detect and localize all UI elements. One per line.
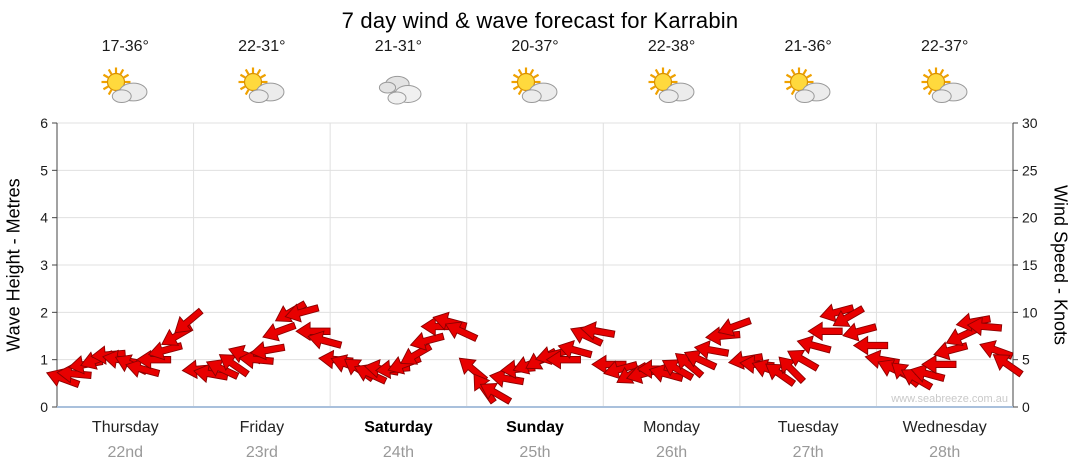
wind-arrow	[832, 305, 865, 327]
day-name: Monday	[643, 419, 701, 436]
day-date: 25th	[519, 444, 551, 461]
svg-text:15: 15	[1022, 257, 1038, 273]
day-date: 23rd	[245, 444, 278, 461]
sun-cloud-icon	[917, 66, 973, 114]
wind-arrow	[284, 303, 320, 323]
day-date: 26th	[655, 444, 688, 461]
wind-arrow	[778, 356, 807, 385]
wind-arrow	[591, 354, 627, 375]
day-date: 28th	[929, 444, 961, 461]
wind-arrow	[661, 359, 695, 381]
wind-arrow	[545, 349, 581, 370]
wind-arrow	[205, 359, 240, 380]
day-name: Sunday	[506, 419, 564, 436]
wind-arrow	[693, 340, 730, 360]
wind-arrow	[921, 354, 957, 375]
wind-arrow	[900, 368, 934, 391]
sun-cloud-icon	[234, 66, 290, 114]
day-temp: 20-37°	[511, 38, 559, 55]
day-temp: 21-31°	[374, 38, 423, 55]
day-name: Tuesday	[777, 419, 839, 436]
wind-arrow	[674, 352, 705, 379]
sun-cloud-icon	[97, 66, 153, 114]
wind-arrow	[842, 322, 878, 342]
svg-text:4: 4	[40, 210, 48, 226]
wind-arrow	[249, 340, 286, 361]
day-temp: 17-36°	[101, 38, 149, 55]
wind-arrow	[444, 321, 479, 342]
sun-cloud-icon	[644, 66, 700, 114]
svg-text:3: 3	[40, 257, 48, 273]
wind-arrow	[307, 330, 343, 350]
svg-text:2: 2	[40, 304, 48, 320]
wind-arrow	[705, 326, 741, 347]
svg-text:1: 1	[40, 352, 48, 368]
day-date: 27th	[792, 444, 824, 461]
wind-arrow	[45, 368, 81, 388]
sun-cloud-icon	[780, 66, 836, 114]
wind-arrow	[570, 326, 604, 347]
svg-text:0: 0	[1022, 399, 1030, 415]
sun-cloud-icon	[507, 66, 563, 114]
day-temp: 22-31°	[238, 38, 286, 55]
svg-text:0: 0	[40, 399, 48, 415]
cloudy-icon	[370, 66, 426, 114]
wind-arrow	[218, 354, 250, 378]
wind-arrow	[992, 354, 1024, 378]
wind-arrow	[56, 363, 92, 384]
wind-arrow	[603, 360, 639, 380]
wind-arrow	[796, 335, 832, 355]
day-temp: 21-36°	[784, 38, 832, 55]
svg-text:6: 6	[40, 115, 48, 131]
svg-text:5: 5	[40, 162, 48, 178]
wind-arrow	[479, 383, 513, 405]
wind-arrow	[966, 316, 1003, 337]
wind-arrow	[852, 335, 889, 356]
chart-title: 7 day wind & wave forecast for Karrabin	[341, 8, 739, 33]
day-name: Wednesday	[902, 419, 987, 436]
wind-arrow	[807, 321, 843, 342]
svg-text:25: 25	[1022, 162, 1038, 178]
day-name: Saturday	[364, 419, 433, 436]
day-date: 24th	[382, 444, 414, 461]
wind-arrow	[353, 363, 388, 385]
day-name: Friday	[239, 419, 285, 436]
wind-arrow	[765, 363, 797, 387]
wind-arrow	[717, 317, 752, 337]
wind-arrow	[787, 349, 820, 372]
day-name: Thursday	[91, 419, 159, 436]
wind-arrow	[933, 341, 969, 361]
wind-arrow	[819, 303, 855, 323]
day-date: 22nd	[107, 444, 144, 461]
wind-arrow	[238, 349, 274, 370]
watermark: www.seabreeze.com.au	[890, 393, 1008, 405]
wind-arrow	[409, 331, 445, 351]
wind-arrow	[910, 363, 946, 383]
wind-arrow	[125, 358, 161, 378]
day-temp: 22-38°	[647, 38, 696, 55]
svg-text:20: 20	[1022, 210, 1038, 226]
wind-arrow	[488, 368, 525, 388]
svg-text:10: 10	[1022, 304, 1038, 320]
wind-arrow	[135, 349, 172, 370]
day-temp: 22-37°	[921, 38, 969, 55]
wind-arrow	[557, 340, 593, 360]
wind-arrow	[979, 340, 1014, 360]
svg-text:5: 5	[1022, 352, 1030, 368]
wind-arrow	[174, 307, 204, 334]
svg-text:30: 30	[1022, 115, 1038, 131]
wind-arrow	[580, 321, 616, 341]
wind-arrow	[683, 349, 718, 371]
wind-arrow	[262, 321, 297, 342]
